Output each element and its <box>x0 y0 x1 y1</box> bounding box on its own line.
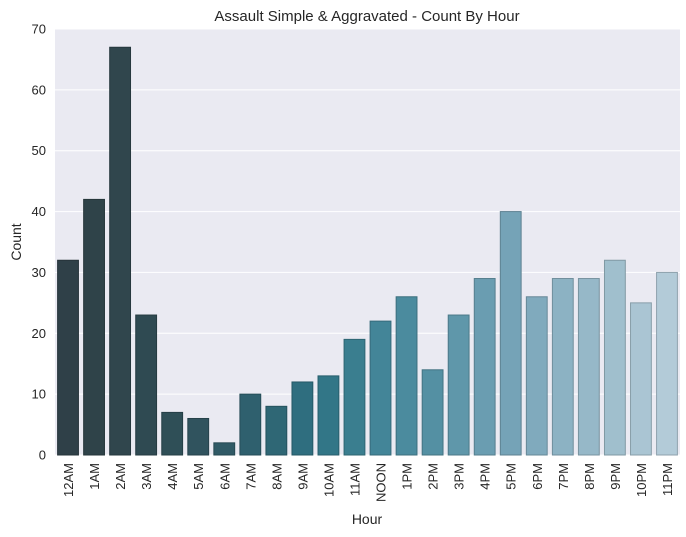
bar-1am <box>83 198 105 456</box>
x-tick-label: 1PM <box>400 463 415 490</box>
x-tick-label: 1AM <box>87 463 102 490</box>
x-tick-label: 10AM <box>321 463 336 497</box>
bar-noon <box>369 320 392 456</box>
x-tick-label: 4PM <box>478 463 493 490</box>
x-tick-label: 2PM <box>426 463 441 490</box>
bar-6am <box>213 442 236 456</box>
x-tick-label: 7PM <box>556 463 571 490</box>
x-tick-label: 8AM <box>269 463 284 490</box>
x-tick-label: 11PM <box>660 463 675 496</box>
x-tick-label: 3AM <box>139 463 154 490</box>
x-tick-label: NOON <box>374 463 389 502</box>
x-tick-label: 8PM <box>582 463 597 490</box>
bar-4pm <box>473 278 496 456</box>
y-axis-label: Count <box>8 223 24 260</box>
bar-2pm <box>421 369 444 456</box>
y-tick-label: 60 <box>32 82 46 97</box>
bar-7pm <box>551 278 574 456</box>
y-tick-label: 50 <box>32 143 46 158</box>
y-tick-label: 30 <box>32 265 46 280</box>
bar-10pm <box>630 302 652 456</box>
x-tick-label: 5PM <box>504 463 519 490</box>
y-tick-label: 10 <box>32 387 46 402</box>
y-tick-label: 20 <box>32 326 46 341</box>
y-tick-label: 40 <box>32 204 46 219</box>
bar-5pm <box>499 211 522 456</box>
y-axis-ticks: 0 10 20 30 40 50 60 70 <box>32 22 46 463</box>
x-tick-label: 7AM <box>243 463 258 490</box>
x-tick-label: 10PM <box>634 463 649 497</box>
bars <box>57 46 678 456</box>
bar-9am <box>291 381 314 456</box>
gridlines <box>55 28 680 456</box>
x-tick-label: 9AM <box>295 463 310 490</box>
y-tick-label: 70 <box>32 22 46 37</box>
x-tick-label: 12AM <box>61 463 76 497</box>
x-tick-label: 11AM <box>347 463 362 496</box>
plot-area <box>55 29 680 455</box>
x-axis-label: Hour <box>352 511 383 527</box>
x-tick-label: 3PM <box>452 463 467 490</box>
bar-4am <box>161 411 184 456</box>
bar-3pm <box>447 314 470 456</box>
x-axis-ticks: 12AM 1AM 2AM 3AM 4AM 5AM 6AM 7AM 8AM 9AM 10AM 11AM N… <box>61 463 675 502</box>
bar-10am <box>317 375 340 456</box>
x-tick-label: 2AM <box>113 463 128 490</box>
y-tick-label: 0 <box>39 448 46 463</box>
bar-11pm <box>656 271 678 456</box>
bar-5am <box>187 417 210 456</box>
bar-9pm <box>603 259 626 456</box>
bar-2am <box>109 46 132 456</box>
x-tick-label: 4AM <box>165 463 180 490</box>
bar-12am <box>57 259 79 456</box>
bar-3am <box>135 314 158 456</box>
bar-6pm <box>525 296 548 456</box>
bar-8am <box>265 405 288 456</box>
chart-title: Assault Simple & Aggravated - Count By H… <box>214 8 519 25</box>
x-tick-label: 5AM <box>191 463 206 490</box>
x-tick-label: 6PM <box>530 463 545 490</box>
x-tick-label: 6AM <box>217 463 232 490</box>
bar-8pm <box>577 278 600 456</box>
bar-11am <box>343 338 366 456</box>
bar-7am <box>239 393 262 456</box>
x-tick-label: 9PM <box>608 463 623 490</box>
bar-1pm <box>395 296 418 456</box>
